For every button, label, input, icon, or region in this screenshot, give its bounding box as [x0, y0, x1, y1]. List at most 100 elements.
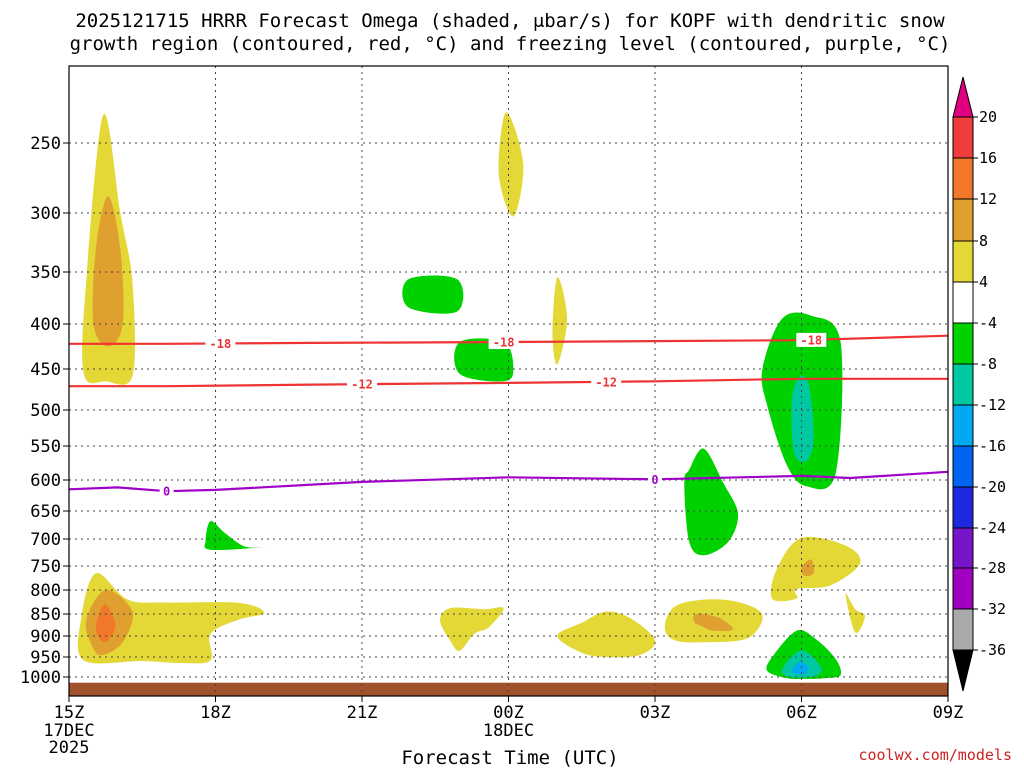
- contour-label-bg: [205, 336, 236, 351]
- colorbar-bin: [952, 486, 974, 529]
- colorbar-label--36: -36: [979, 641, 1006, 659]
- y-tick-label-550: 550: [30, 437, 61, 457]
- colorbar-label--32: -32: [979, 600, 1006, 618]
- y-tick-label-1000: 1000: [20, 668, 61, 688]
- rise-4-01z-mid: [552, 277, 568, 365]
- contour-label-dgz-minus18: -18: [210, 337, 232, 351]
- rise-4-06z: [770, 536, 861, 602]
- colorbar-bin: [952, 567, 974, 610]
- colorbar-bin: [952, 363, 974, 406]
- y-tick-label-400: 400: [30, 315, 61, 335]
- colorbar-bin: [952, 527, 974, 569]
- credit-text: coolwx.com/models: [858, 746, 1012, 764]
- chart-title-line2: growth region (contoured, red, °C) and f…: [70, 33, 951, 55]
- x-tick-date-00Z: 18DEC: [483, 721, 534, 741]
- y-tick-label-950: 950: [30, 648, 61, 668]
- colorbar-label-16: 16: [979, 149, 997, 167]
- colorbar-label--20: -20: [979, 478, 1006, 496]
- colorbar-label--8: -8: [979, 355, 997, 373]
- gridlines: [69, 66, 948, 696]
- plot-area: -18 -18 -18 -12 -12 0 0: [68, 65, 949, 697]
- colorbar-bin: [952, 198, 974, 242]
- rise-4-02z: [557, 611, 656, 658]
- sink-4-04z: [684, 448, 739, 556]
- contour-label-bg: [347, 377, 377, 392]
- sink-12-06z-low: [791, 662, 809, 675]
- contour-label-bg: [591, 374, 622, 389]
- y-axis-ticks: 2503003504004505005506006507007508008509…: [20, 134, 69, 688]
- colorbar-bin: [952, 157, 974, 200]
- contour-label-bg: [488, 335, 519, 350]
- x-tick-label-06Z: 06Z: [786, 703, 817, 723]
- x-tick-year-15Z: 2025: [49, 738, 90, 758]
- y-tick-label-700: 700: [30, 530, 61, 550]
- colorbar-bin: [952, 240, 974, 283]
- x-tick-label-21Z: 21Z: [347, 703, 378, 723]
- contour-label-bg: [796, 332, 827, 347]
- rise-4-07z-tail: [845, 593, 865, 634]
- colorbar-bin: [952, 404, 974, 447]
- colorbar-bin: [952, 281, 974, 324]
- colorbar-bin: [952, 116, 974, 159]
- y-tick-label-750: 750: [30, 557, 61, 577]
- colorbar: 20 16 12 8 4 -4 -8 -12 -16 -20 -24 -28 -32 -36: [952, 76, 1006, 692]
- contour-label-bg: [159, 484, 174, 499]
- contour-label-bg: [648, 472, 662, 487]
- colorbar-label--24: -24: [979, 519, 1006, 537]
- y-tick-label-250: 250: [30, 134, 61, 154]
- y-tick-label-900: 900: [30, 627, 61, 647]
- contour-label-freezing-level-0: 0: [163, 485, 170, 499]
- chart-title-line1: 2025121715 HRRR Forecast Omega (shaded, …: [75, 10, 945, 32]
- colorbar-label--16: -16: [979, 437, 1006, 455]
- rise-8-06z-dot: [801, 559, 815, 577]
- terrain-fill: [69, 682, 948, 696]
- omega-shading: [77, 112, 865, 680]
- terrain-band: [69, 682, 948, 696]
- y-tick-label-800: 800: [30, 581, 61, 601]
- contour-label-dgz-minus12: -12: [595, 375, 617, 389]
- colorbar-bin: [952, 608, 974, 651]
- contour-label-dgz-minus18: -18: [493, 336, 515, 350]
- rise-4-early-low: [77, 572, 265, 664]
- y-tick-label-300: 300: [30, 204, 61, 224]
- rise-4-2230z: [440, 607, 504, 651]
- sink-4-00z: [454, 338, 514, 382]
- y-tick-label-600: 600: [30, 471, 61, 491]
- y-tick-label-350: 350: [30, 263, 61, 283]
- x-tick-date-15Z: 17DEC: [43, 721, 94, 741]
- y-tick-label-500: 500: [30, 401, 61, 421]
- colorbar-bin: [952, 322, 974, 365]
- sink-8-06z: [791, 375, 814, 463]
- contour-lines: -18 -18 -18 -12 -12 0 0: [68, 332, 949, 499]
- rise-8-04z: [693, 613, 734, 632]
- x-tick-label-03Z: 03Z: [640, 703, 671, 723]
- x-tick-label-18Z: 18Z: [200, 703, 231, 723]
- sink-4-18z: [204, 521, 266, 551]
- colorbar-label-8: 8: [979, 232, 988, 250]
- colorbar-label-4: 4: [979, 273, 988, 291]
- y-tick-label-850: 850: [30, 605, 61, 625]
- colorbar-bin: [952, 445, 974, 488]
- contour-label-dgz-minus18: -18: [800, 333, 822, 347]
- colorbar-bottom-arrow: [952, 649, 974, 692]
- sink-4-2230z: [402, 275, 464, 314]
- contour-label-dgz-minus12: -12: [351, 378, 373, 392]
- colorbar-label--28: -28: [979, 559, 1006, 577]
- colorbar-label--4: -4: [979, 314, 997, 332]
- x-tick-label-00Z: 00Z: [493, 703, 524, 723]
- rise-8-early-upper: [92, 196, 124, 347]
- colorbar-label--12: -12: [979, 396, 1006, 414]
- contour-dgz-minus12: [69, 377, 948, 388]
- colorbar-label-20: 20: [979, 108, 997, 126]
- y-tick-label-650: 650: [30, 502, 61, 522]
- colorbar-label-12: 12: [979, 190, 997, 208]
- colorbar-top-arrow: [952, 76, 974, 118]
- x-tick-label-15Z: 15Z: [54, 703, 85, 723]
- x-tick-label-09Z: 09Z: [933, 703, 964, 723]
- rise-4-00z-top: [498, 112, 524, 217]
- y-tick-label-450: 450: [30, 360, 61, 380]
- contour-label-freezing-level-0: 0: [651, 473, 658, 487]
- contour-freezing-level-0: [68, 470, 949, 493]
